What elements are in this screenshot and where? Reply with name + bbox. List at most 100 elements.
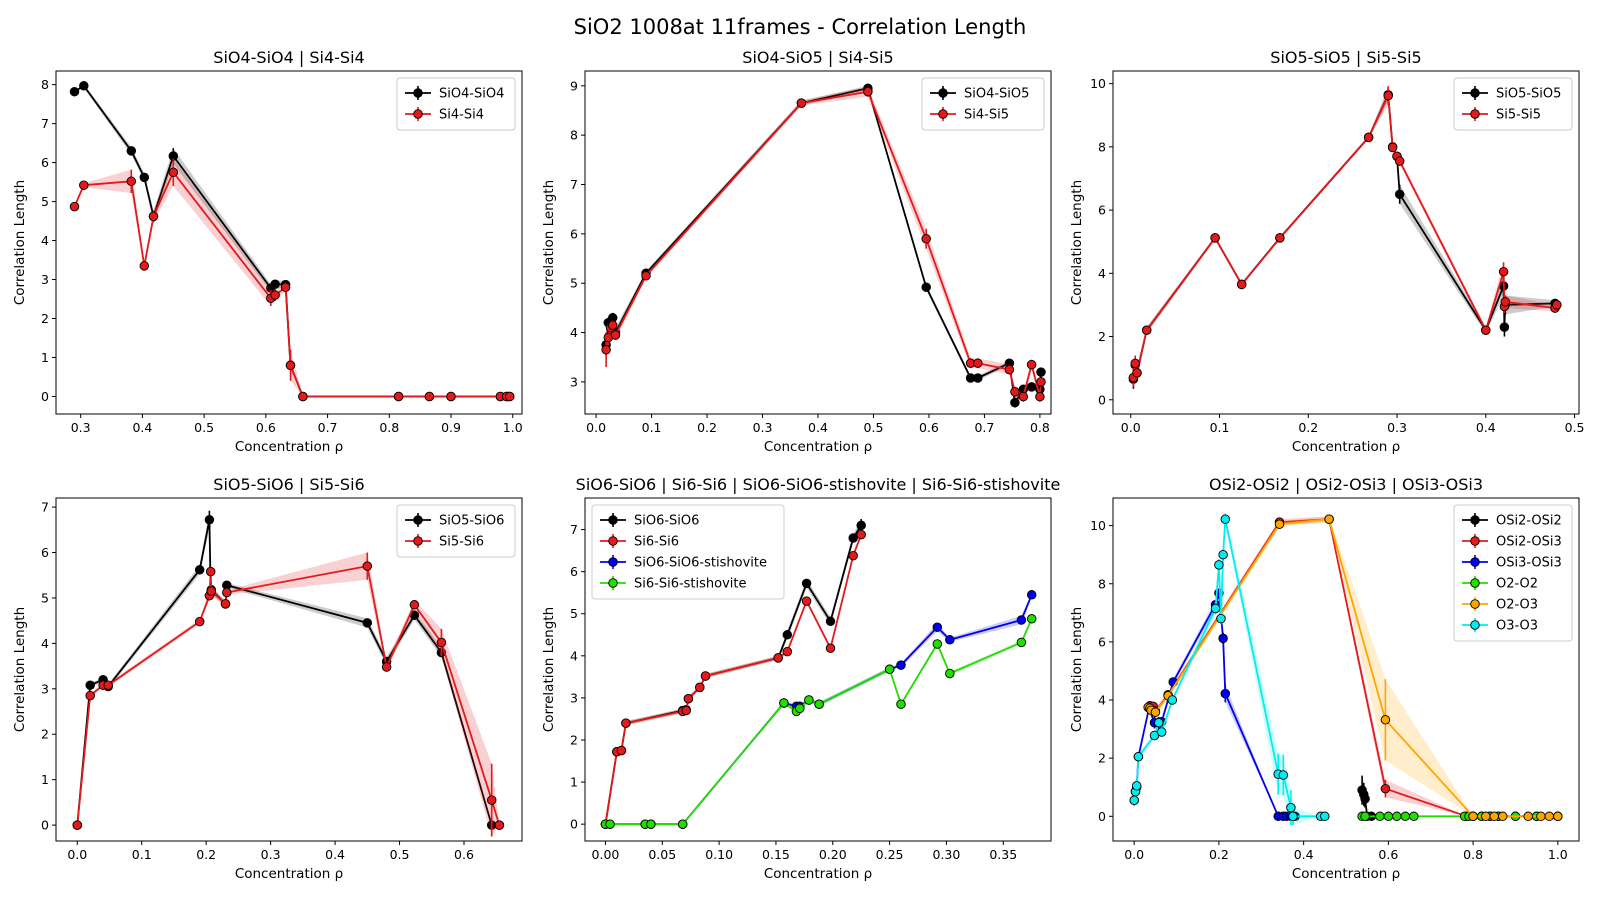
series-line bbox=[1132, 93, 1558, 380]
data-layer bbox=[1129, 513, 1563, 826]
data-point bbox=[1552, 300, 1562, 310]
data-point bbox=[695, 682, 705, 693]
legend-label: Si6-Si6 bbox=[634, 535, 679, 550]
legend-label: O3-O3 bbox=[1496, 619, 1538, 634]
x-tick-label: 0.4 bbox=[1476, 420, 1496, 435]
legend-marker bbox=[1470, 599, 1480, 609]
data-point bbox=[436, 637, 447, 648]
data-point bbox=[621, 718, 631, 728]
data-point bbox=[1481, 325, 1491, 335]
data-point bbox=[677, 819, 688, 829]
figure-suptitle: SiO2 1008at 11frames - Correlation Lengt… bbox=[574, 15, 1027, 39]
data-point bbox=[1016, 637, 1027, 648]
data-point bbox=[409, 600, 420, 610]
subplot-title: SiO5-SiO6 | Si5-Si6 bbox=[213, 475, 364, 494]
legend-label: OSi2-OSi3 bbox=[1496, 535, 1562, 550]
data-point bbox=[1544, 811, 1555, 822]
data-point bbox=[605, 819, 615, 829]
data-point bbox=[393, 391, 404, 402]
data-point bbox=[270, 290, 280, 300]
data-point bbox=[1218, 633, 1228, 644]
y-tick-label: 3 bbox=[570, 374, 578, 389]
data-point bbox=[1132, 368, 1142, 378]
y-tick-label: 2 bbox=[41, 727, 49, 742]
legend-marker bbox=[413, 536, 423, 546]
data-point bbox=[616, 745, 627, 756]
subplot-title: SiO5-SiO5 | Si5-Si5 bbox=[1270, 48, 1421, 67]
data-point bbox=[1320, 811, 1330, 822]
data-point bbox=[1400, 811, 1411, 822]
data-point bbox=[1523, 811, 1533, 822]
data-point bbox=[921, 234, 931, 244]
subplot-1: SiO4-SiO4 | Si4-Si4 0.3 0.4 0.5 0.6 0.7 0.8 0.9… bbox=[12, 48, 523, 455]
data-point bbox=[1536, 811, 1546, 822]
legend-entry-si4-si5: Si4-Si5 bbox=[930, 107, 1009, 123]
subplot-grid: SiO4-SiO4 | Si4-Si4 0.3 0.4 0.5 0.6 0.7 0.8 0.9… bbox=[12, 48, 1585, 882]
data-point bbox=[1018, 391, 1029, 402]
data-point bbox=[504, 391, 515, 402]
data-point bbox=[782, 630, 793, 640]
data-point bbox=[921, 282, 931, 292]
subplot-title: OSi2-OSi2 | OSi2-OSi3 | OSi3-OSi3 bbox=[1209, 475, 1483, 494]
series-line bbox=[605, 618, 1033, 826]
data-point bbox=[1210, 233, 1220, 243]
y-tick-label: 7 bbox=[570, 522, 578, 537]
data-point bbox=[1167, 695, 1178, 705]
x-tick-label: 0.00 bbox=[592, 847, 620, 862]
y-axis-label: Correlation Length bbox=[1069, 180, 1085, 305]
y-tick-label: 10 bbox=[1090, 76, 1106, 91]
data-point bbox=[1214, 560, 1224, 570]
y-tick-label: 3 bbox=[570, 690, 578, 705]
data-layer bbox=[69, 81, 515, 402]
x-tick-label: 0.1 bbox=[642, 420, 662, 435]
data-point bbox=[1394, 156, 1405, 166]
x-tick-label: 0.2 bbox=[196, 847, 216, 862]
error-band bbox=[77, 552, 500, 837]
y-tick-label: 2 bbox=[1098, 751, 1106, 766]
x-axis-label: Concentration ρ bbox=[235, 866, 343, 882]
data-point bbox=[1360, 811, 1370, 822]
series-si4-si5 bbox=[601, 86, 1046, 402]
x-tick-label: 0.0 bbox=[1124, 847, 1144, 862]
data-point bbox=[1218, 549, 1228, 560]
axes-frame bbox=[55, 70, 523, 415]
data-point bbox=[168, 167, 179, 178]
y-tick-label: 5 bbox=[570, 276, 578, 291]
data-point bbox=[848, 550, 858, 561]
data-point bbox=[194, 565, 205, 575]
legend-entry-osi2-osi3: OSi2-OSi3 bbox=[1462, 534, 1562, 550]
x-tick-label: 0.15 bbox=[762, 847, 790, 862]
subplot-4: SiO5-SiO6 | Si5-Si6 0.0 0.1 0.2 0.3 0.4 0.5 0.6… bbox=[12, 475, 523, 882]
data-point bbox=[973, 358, 983, 368]
data-point bbox=[85, 690, 95, 701]
legend-entry-o3-o3: O3-O3 bbox=[1462, 618, 1538, 634]
data-point bbox=[601, 345, 611, 355]
legend-entry-osi3-osi3: OSi3-OSi3 bbox=[1462, 555, 1562, 571]
series-si5-si6 bbox=[72, 552, 505, 837]
x-axis-label: Concentration ρ bbox=[1292, 866, 1400, 882]
y-tick-label: 0 bbox=[570, 817, 578, 832]
x-tick-label: 0.4 bbox=[132, 420, 152, 435]
subplot-title: SiO4-SiO4 | Si4-Si4 bbox=[213, 48, 364, 67]
legend: SiO4-SiO5 Si4-Si5 bbox=[921, 77, 1045, 131]
data-point bbox=[85, 680, 95, 690]
legend-entry-osi2-osi2: OSi2-OSi2 bbox=[1462, 513, 1562, 529]
legend: SiO5-SiO5 Si5-Si5 bbox=[1453, 77, 1573, 131]
legend-marker bbox=[1470, 557, 1480, 567]
legend: SiO5-SiO6 Si5-Si6 bbox=[396, 504, 516, 558]
legend-marker bbox=[1470, 88, 1480, 98]
x-tick-label: 0.6 bbox=[919, 420, 939, 435]
subplot-5: SiO6-SiO6 | Si6-Si6 | SiO6-SiO6-stishovi… bbox=[541, 475, 1060, 882]
data-point bbox=[1288, 811, 1298, 822]
data-point bbox=[79, 180, 89, 190]
data-point bbox=[205, 566, 216, 577]
y-tick-label: 3 bbox=[41, 272, 49, 287]
data-point bbox=[1026, 590, 1037, 600]
legend-label: O2-O3 bbox=[1496, 598, 1538, 613]
y-tick-label: 2 bbox=[570, 732, 578, 747]
data-point bbox=[194, 616, 205, 627]
legend-marker bbox=[608, 536, 618, 546]
data-point bbox=[1216, 613, 1226, 624]
error-band bbox=[1134, 513, 1325, 825]
legend-marker bbox=[413, 515, 423, 525]
